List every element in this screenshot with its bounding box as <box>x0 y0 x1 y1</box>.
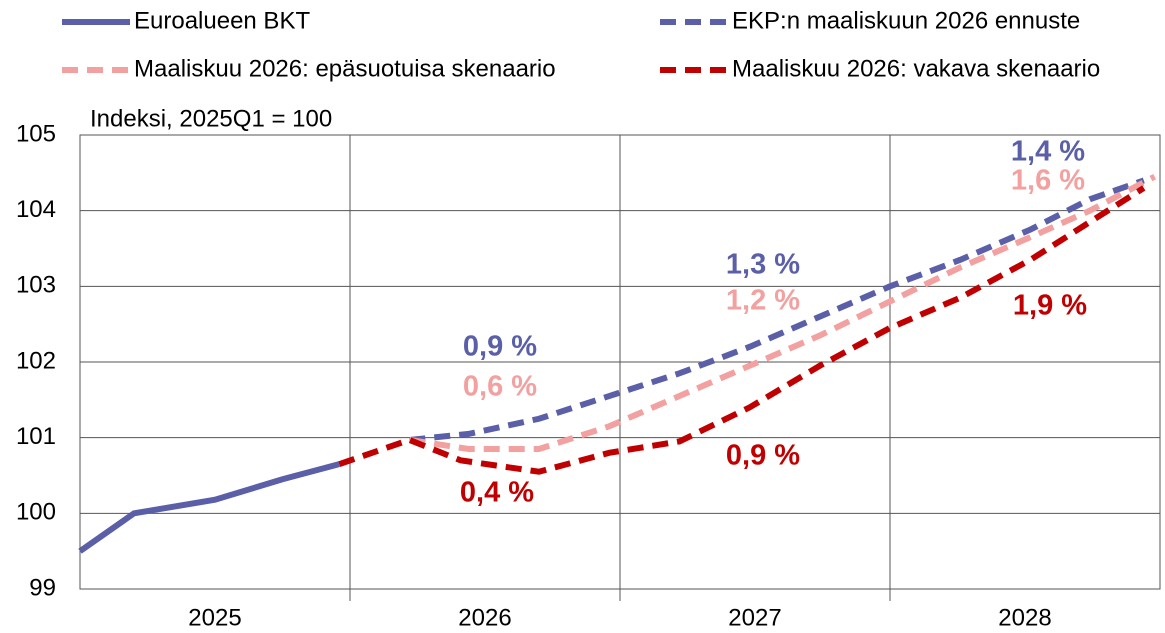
annotation: 1,9 % <box>1013 290 1087 322</box>
y-tick-label: 99 <box>29 574 56 601</box>
annotation: 0,4 % <box>460 477 534 509</box>
annotation: 0,9 % <box>463 331 537 363</box>
legend-label: Maaliskuu 2026: vakava skenaario <box>732 55 1100 82</box>
x-tick-label: 2027 <box>728 604 781 631</box>
annotation: 1,4 % <box>1011 136 1085 168</box>
legend-label: Maaliskuu 2026: epäsuotuisa skenaario <box>134 55 556 82</box>
series-line <box>408 173 1156 453</box>
y-tick-label: 100 <box>16 499 56 526</box>
y-tick-label: 101 <box>16 423 56 450</box>
legend-label: EKP:n maaliskuun 2026 ennuste <box>732 7 1080 34</box>
annotation: 0,6 % <box>463 371 537 403</box>
series-line <box>78 461 340 554</box>
series-line <box>338 185 1146 475</box>
y-tick-label: 104 <box>16 196 56 223</box>
x-tick-label: 2028 <box>998 604 1051 631</box>
annotation: 1,6 % <box>1011 165 1085 197</box>
y-tick-label: 103 <box>16 272 56 299</box>
x-tick-label: 2026 <box>458 604 511 631</box>
annotation: 0,9 % <box>726 440 800 472</box>
x-tick-label: 2025 <box>188 604 241 631</box>
y-tick-label: 102 <box>16 347 56 374</box>
annotation: 1,2 % <box>726 285 800 317</box>
y-axis-label: Indeksi, 2025Q1 = 100 <box>90 105 332 132</box>
y-tick-label: 105 <box>16 120 56 147</box>
annotation: 1,3 % <box>726 249 800 281</box>
plot-frame <box>79 134 1161 590</box>
legend-label: Euroalueen BKT <box>134 7 310 34</box>
